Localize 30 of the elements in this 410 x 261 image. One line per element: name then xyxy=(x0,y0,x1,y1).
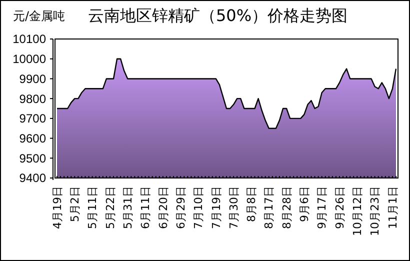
x-tick-label: 6月11日 xyxy=(139,186,152,229)
x-tick-label: 10月12日 xyxy=(351,186,364,236)
x-tick-label: 5月22日 xyxy=(104,186,117,229)
x-tick-label: 5月2日 xyxy=(68,186,82,222)
x-tick-label: 8月8日 xyxy=(245,186,258,222)
y-tick-label: 9500 xyxy=(19,151,46,166)
x-tick-label: 4月19日 xyxy=(50,186,64,229)
y-tick-label: 9600 xyxy=(19,131,46,146)
x-tick-label: 9月17日 xyxy=(316,186,329,229)
y-tick-label: 9700 xyxy=(19,112,46,126)
y-tick-label: 10100 xyxy=(12,32,46,46)
y-tick-label: 10000 xyxy=(12,52,46,66)
x-tick-label: 9月6日 xyxy=(298,186,312,222)
y-tick-label: 9900 xyxy=(19,72,46,86)
x-tick-label: 7月19日 xyxy=(210,186,223,229)
y-tick-label: 9800 xyxy=(19,92,46,106)
chart-title: 云南地区锌精矿（50%）价格走势图 xyxy=(88,6,348,25)
x-tick-label: 6月29日 xyxy=(174,186,188,229)
x-tick-label: 7月30日 xyxy=(227,186,240,229)
x-tick-label: 10月23日 xyxy=(368,186,382,236)
y-tick-label: 9400 xyxy=(19,171,46,186)
x-tick-label: 5月11日 xyxy=(86,186,100,229)
x-tick-label: 7月10日 xyxy=(192,186,206,229)
y-axis-title: 元/金属吨 xyxy=(13,9,66,23)
x-tick-label: 9月26日 xyxy=(333,186,346,229)
x-tick-label: 6月20日 xyxy=(156,186,170,229)
x-tick-label: 8月17日 xyxy=(262,186,276,229)
x-tick-label: 5月31日 xyxy=(121,186,134,229)
x-tick-label: 11月1日 xyxy=(386,186,400,229)
x-tick-label: 8月28日 xyxy=(280,186,294,229)
